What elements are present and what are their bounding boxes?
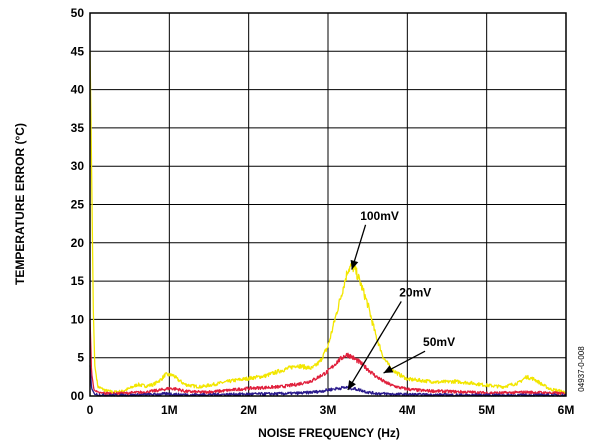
annotation-arrowhead — [350, 259, 359, 270]
x-tick-label: 0 — [87, 403, 94, 417]
x-tick-label: 1M — [161, 403, 178, 417]
annotation-label: 20mV — [399, 285, 431, 299]
y-tick-label: 40 — [71, 83, 85, 97]
grid — [89, 12, 567, 397]
annotation-label: 50mV — [423, 335, 455, 349]
figure-id: 04937-0-008 — [577, 346, 586, 392]
plot-frame — [89, 12, 567, 397]
y-tick-label: 50 — [71, 6, 85, 20]
tick-labels: 0 1M 2M 3M 4M 5M 6M 00 5 10 15 20 25 30 35 40 45 50 — [71, 6, 575, 417]
axes — [89, 12, 567, 397]
series-line-20mV — [89, 365, 567, 397]
x-tick-label: 5M — [478, 403, 495, 417]
y-tick-label: 25 — [71, 198, 85, 212]
annotation-arrowhead — [383, 365, 394, 374]
y-tick-label: 45 — [71, 44, 85, 58]
annotation-arrowhead — [347, 380, 356, 390]
series-layer — [89, 51, 567, 397]
y-tick-label: 00 — [71, 389, 85, 403]
annotation-arrow — [347, 301, 402, 391]
x-tick-label: 3M — [320, 403, 337, 417]
y-tick-label: 20 — [71, 236, 85, 250]
y-tick-label: 15 — [71, 274, 85, 288]
y-tick-label: 5 — [77, 351, 84, 365]
x-axis-label: NOISE FREQUENCY (Hz) — [258, 426, 400, 440]
y-axis-label: TEMPERATURE ERROR (°C) — [13, 123, 27, 285]
y-tick-label: 30 — [71, 159, 85, 173]
y-tick-label: 35 — [71, 121, 85, 135]
series-line-100mV — [89, 51, 567, 394]
x-tick-label: 6M — [558, 403, 575, 417]
annotation-label: 100mV — [360, 209, 399, 223]
series-line-50mV — [89, 319, 567, 396]
y-tick-label: 10 — [71, 312, 85, 326]
x-tick-label: 2M — [240, 403, 257, 417]
x-tick-label: 4M — [399, 403, 416, 417]
annotations: 100mV 20mV 50mV — [347, 209, 455, 391]
